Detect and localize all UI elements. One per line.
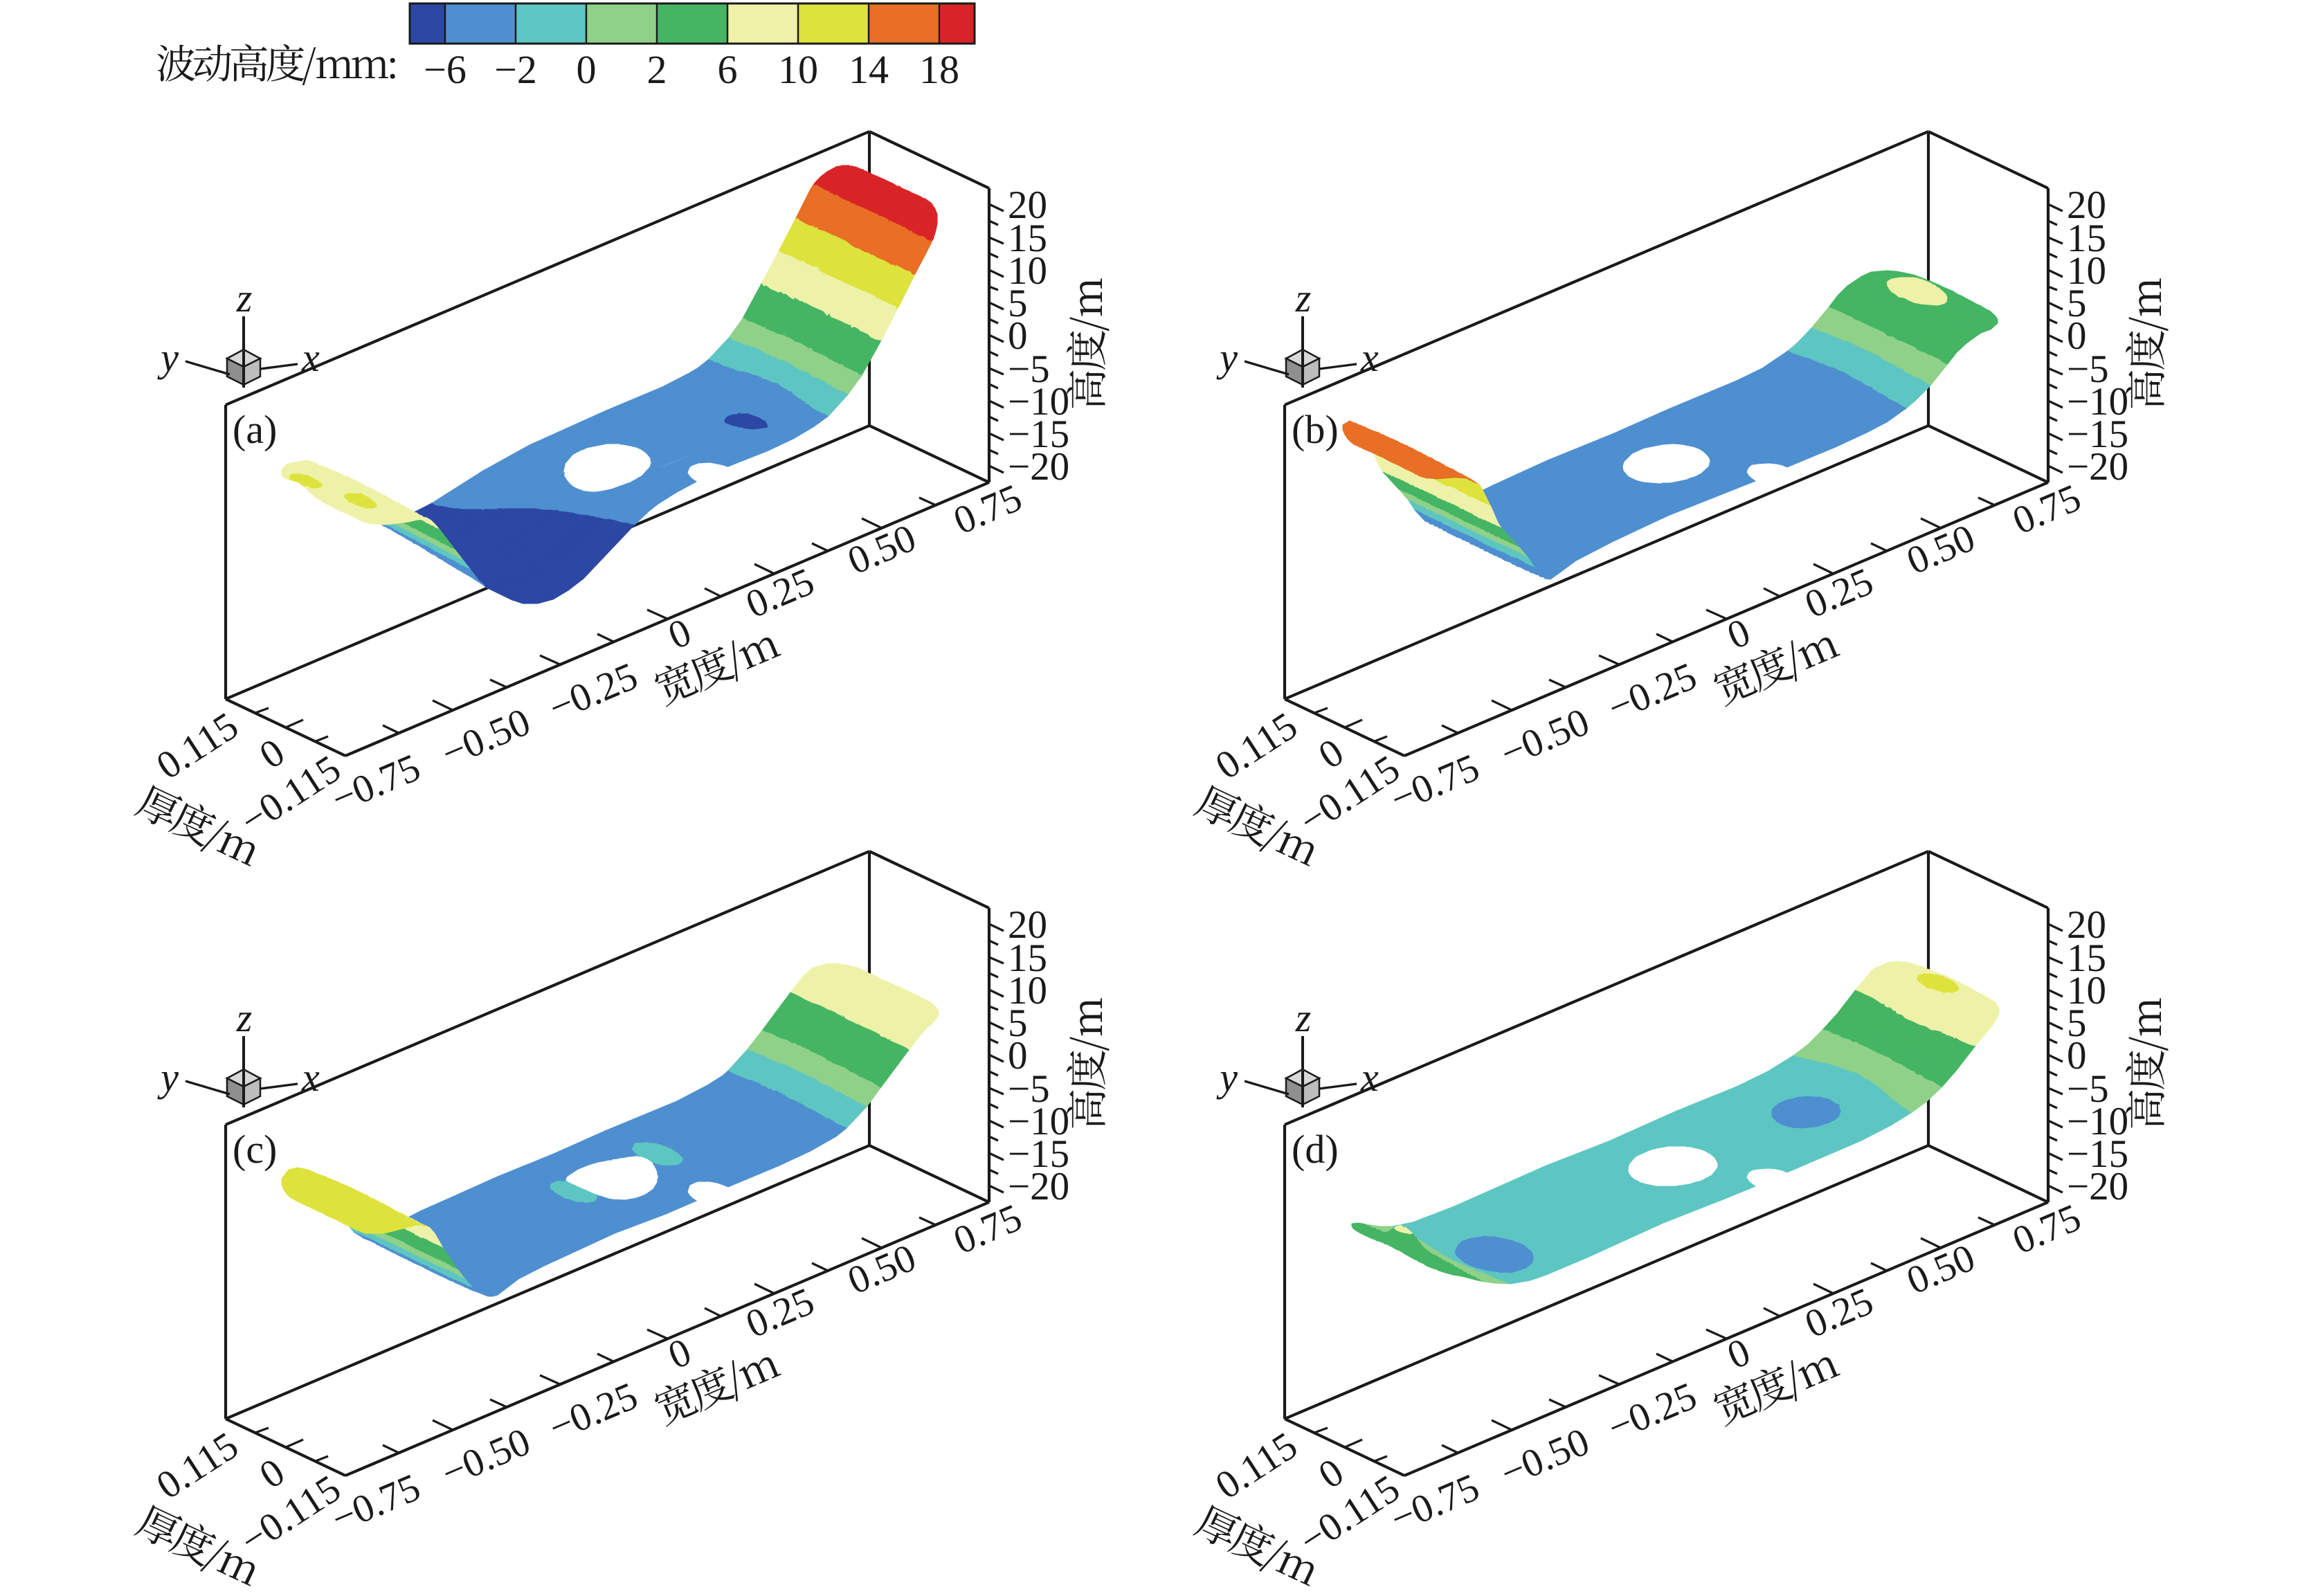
svg-text:10: 10 [1008,969,1047,1013]
svg-text:x: x [1360,335,1379,380]
svg-text:−6: −6 [424,47,467,92]
svg-text:−2: −2 [494,47,537,92]
svg-text:5: 5 [2067,282,2087,325]
svg-text:2: 2 [647,47,667,92]
svg-text:−20: −20 [2067,1165,2128,1208]
svg-text:(c): (c) [233,1127,277,1172]
svg-text:20: 20 [1008,903,1047,947]
svg-text:−20: −20 [1008,1165,1069,1208]
svg-text:−10: −10 [2067,380,2128,424]
svg-text:−10: −10 [1008,1100,1069,1143]
svg-text:15: 15 [1008,936,1047,980]
svg-text:z: z [1295,275,1312,320]
svg-text:20: 20 [2067,903,2106,947]
svg-text:−5: −5 [1008,347,1050,391]
svg-text:−5: −5 [2067,1067,2109,1111]
svg-text:5: 5 [1008,282,1028,325]
svg-text:15: 15 [2067,936,2106,980]
svg-text:−15: −15 [1008,1132,1069,1176]
svg-text:x: x [301,1055,320,1100]
svg-text:y: y [157,335,179,380]
svg-text:(d): (d) [1292,1127,1339,1172]
svg-text:−20: −20 [2067,445,2128,489]
svg-text:0: 0 [2067,314,2087,358]
svg-text:z: z [1295,995,1312,1040]
svg-text:18: 18 [919,47,959,92]
svg-text:5: 5 [2067,1001,2087,1045]
svg-text:(a): (a) [233,407,277,452]
svg-text:y: y [1216,335,1238,380]
svg-text:−20: −20 [1008,445,1069,489]
svg-text:−5: −5 [1008,1067,1050,1111]
svg-text:(b): (b) [1292,407,1339,452]
svg-text:−15: −15 [2067,412,2128,456]
svg-text:z: z [236,275,253,320]
svg-text:z: z [236,995,253,1040]
svg-text:5: 5 [1008,1001,1028,1045]
svg-text:15: 15 [1008,217,1047,260]
svg-text:10: 10 [778,47,818,92]
svg-text:−10: −10 [1008,380,1069,424]
svg-text:y: y [1216,1055,1238,1100]
svg-text:0: 0 [2067,1034,2087,1078]
svg-text:10: 10 [2067,249,2106,293]
svg-text:0: 0 [1008,1034,1028,1078]
svg-text:x: x [1360,1055,1379,1100]
svg-text:6: 6 [718,47,738,92]
svg-text:−5: −5 [2067,347,2109,391]
svg-text:−15: −15 [2067,1132,2128,1176]
svg-text:10: 10 [2067,969,2106,1013]
svg-text:0: 0 [1008,314,1028,358]
svg-text:x: x [301,335,320,380]
svg-text:−10: −10 [2067,1100,2128,1143]
svg-text:20: 20 [1008,183,1047,227]
svg-text:0: 0 [577,47,597,92]
svg-text:−15: −15 [1008,412,1069,456]
svg-text:15: 15 [2067,217,2106,260]
svg-text:14: 14 [849,47,889,92]
svg-text:10: 10 [1008,249,1047,293]
svg-text:y: y [157,1055,179,1100]
svg-text:20: 20 [2067,183,2106,227]
